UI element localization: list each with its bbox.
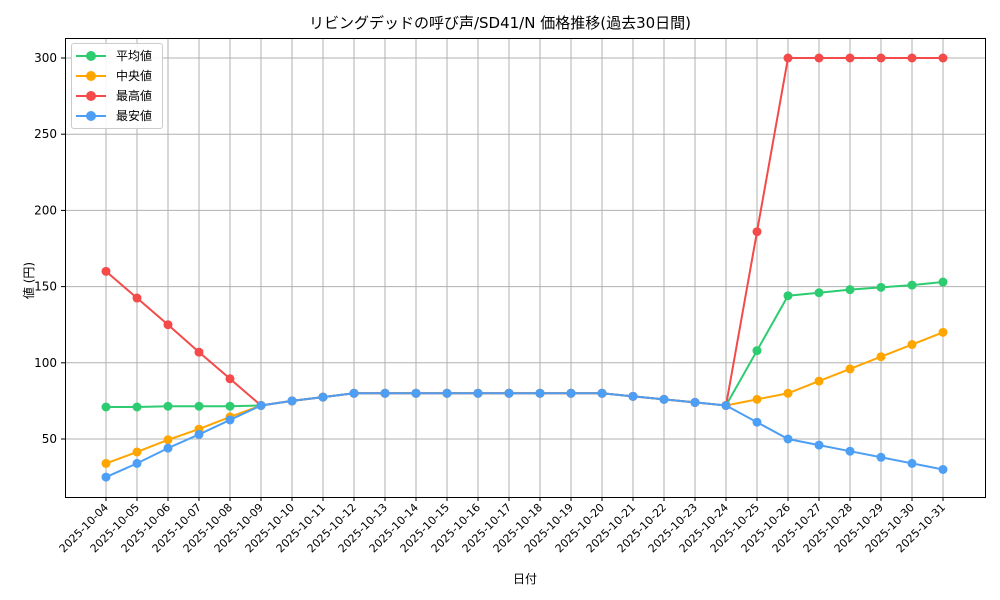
data-point [101,402,111,412]
y-tick-label: 300 [34,51,57,65]
y-axis-ticks: 50 100 150 200 250 300 [34,51,65,446]
legend-item-min: 最安値 [72,106,162,126]
data-point [938,327,948,337]
legend-label: 平均値 [116,49,153,63]
data-point [101,266,111,276]
data-point [938,53,948,63]
series-line [105,392,944,479]
series-line [105,57,943,407]
data-point [101,458,111,468]
data-point [876,452,886,462]
data-point [628,391,638,401]
legend-item-max: 最高値 [72,86,162,106]
data-point [132,458,142,468]
data-point [783,291,793,301]
data-point [783,53,793,63]
y-tick-label: 50 [42,432,57,446]
legend-marker-icon [86,91,96,101]
data-point [163,401,173,411]
data-point [194,401,204,411]
legend-marker-icon [86,51,96,61]
data-point [504,388,514,398]
series-lines [101,53,948,482]
data-point [163,443,173,453]
data-point [876,282,886,292]
data-point [132,402,142,412]
data-point [814,53,824,63]
chart-title: リビングデッドの呼び声/SD41/N 価格推移(過去30日間) [308,14,692,32]
data-point [752,346,762,356]
y-axis-label: 値 (円) [22,261,37,300]
data-point [752,227,762,237]
data-point [814,440,824,450]
legend-item-median: 中央値 [72,66,162,86]
data-point [845,285,855,295]
y-tick-label: 150 [34,280,57,294]
data-point [194,347,204,357]
data-point [876,53,886,63]
data-point [876,352,886,362]
data-point [752,394,762,404]
legend-label: 中央値 [116,69,153,83]
data-point [907,340,917,350]
data-point [597,388,607,398]
data-point [442,388,452,398]
series-最安値 [101,388,948,482]
data-point [907,280,917,290]
x-axis-ticks: 2025-10-042025-10-052025-10-062025-10-07… [57,497,948,555]
data-point [566,388,576,398]
data-point [783,388,793,398]
data-point [318,392,328,402]
data-point [814,376,824,386]
data-point [845,446,855,456]
data-point [163,435,173,445]
data-point [783,434,793,444]
data-point [225,401,235,411]
data-point [938,277,948,287]
data-point [659,394,669,404]
data-point [132,293,142,303]
data-point [845,364,855,374]
x-axis-label: 日付 [513,572,538,586]
data-point [721,400,731,410]
data-point [473,388,483,398]
data-point [256,400,266,410]
legend: 平均値 中央値 最高値 最安値 [71,43,163,129]
data-point [938,464,948,474]
data-point [287,396,297,406]
plot-frame [65,38,986,498]
legend-marker-icon [86,71,96,81]
data-point [907,53,917,63]
series-平均値 [101,277,948,412]
data-point [132,447,142,457]
data-point [752,417,762,427]
data-point [349,388,359,398]
legend-item-mean: 平均値 [72,46,162,66]
y-tick-label: 100 [34,356,57,370]
data-point [907,458,917,468]
data-point [690,397,700,407]
data-point [194,429,204,439]
data-point [814,288,824,298]
legend-label: 最高値 [116,89,153,103]
data-point [411,388,421,398]
y-tick-label: 200 [34,203,57,217]
data-point [225,415,235,425]
series-line [106,281,944,408]
legend-marker-icon [86,111,96,121]
data-point [535,388,545,398]
data-point [845,53,855,63]
data-point [101,472,111,482]
data-point [380,388,390,398]
series-最高値 [101,53,948,410]
legend-label: 最安値 [116,109,153,123]
y-tick-label: 250 [34,127,57,141]
data-point [225,374,235,384]
data-point [163,320,173,330]
